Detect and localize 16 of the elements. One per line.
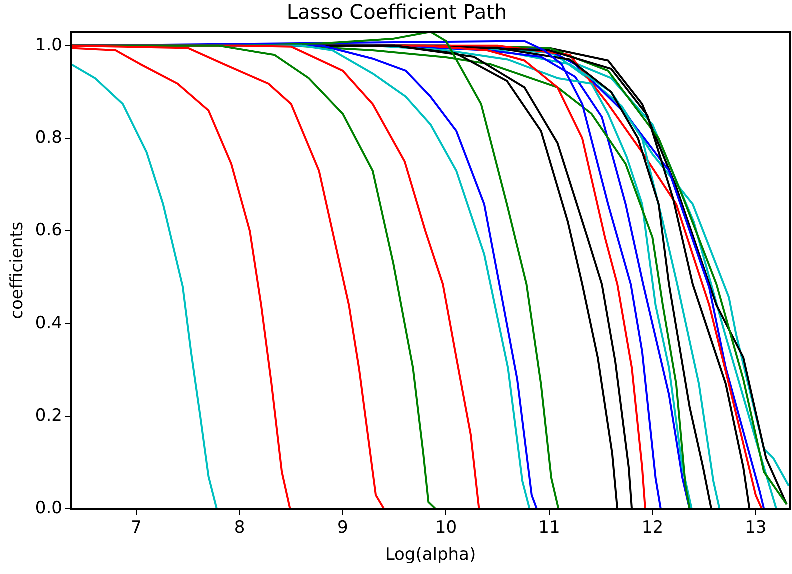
x-tick-label: 7 — [131, 518, 142, 538]
y-tick-label: 0.8 — [35, 128, 62, 148]
x-tick-label: 13 — [745, 518, 767, 538]
x-tick-label: 10 — [435, 518, 458, 538]
y-tick-label: 0.0 — [35, 498, 62, 519]
y-axis-title: coefficients — [8, 222, 28, 320]
y-tick-label: 0.2 — [35, 406, 62, 426]
y-tick-label: 0.6 — [35, 220, 62, 241]
x-tick-label: 12 — [642, 518, 664, 538]
x-tick-label: 8 — [234, 518, 246, 538]
chart-title: Lasso Coefficient Path — [286, 0, 508, 24]
x-tick-label: 9 — [338, 518, 348, 538]
x-tick-label: 11 — [538, 518, 560, 538]
y-tick-label: 0.4 — [35, 313, 62, 334]
x-axis-title: Log(alpha) — [385, 545, 476, 566]
y-tick-label: 1.0 — [35, 35, 62, 56]
